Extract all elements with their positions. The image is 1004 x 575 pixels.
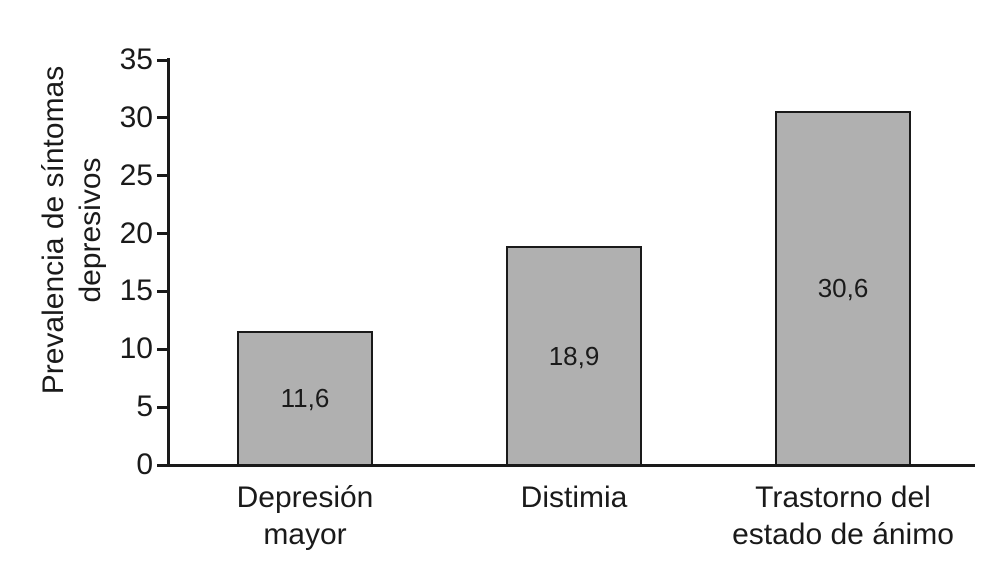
- y-axis-tick: [157, 116, 168, 120]
- x-axis-category-label: Depresión mayor: [236, 481, 374, 551]
- y-axis-tick: [157, 58, 168, 62]
- y-axis-tick-label: 20: [119, 216, 153, 250]
- y-axis-tick-label: 30: [119, 100, 153, 134]
- y-axis-tick-label: 5: [136, 390, 153, 424]
- y-axis-tick: [157, 289, 168, 293]
- bar-value-label: 30,6: [817, 273, 869, 304]
- bar-value-label: 18,9: [548, 341, 600, 372]
- bar: 11,6: [237, 330, 373, 467]
- y-axis-tick: [157, 232, 168, 236]
- y-axis-tick-label: 15: [119, 274, 153, 308]
- y-axis-tick: [157, 463, 168, 467]
- bar-value-label: 11,6: [280, 383, 330, 414]
- x-axis-category-label: Distimia: [520, 481, 628, 514]
- y-axis-tick-label: 10: [119, 332, 153, 366]
- x-axis-line: [167, 464, 975, 467]
- y-axis-tick-label: 35: [119, 43, 153, 76]
- y-axis-tick-label: 0: [136, 448, 153, 481]
- x-axis-category-label: Trastorno del estado de ánimo: [732, 481, 954, 551]
- y-axis-tick: [157, 174, 168, 178]
- bar: 18,9: [506, 246, 642, 467]
- y-axis-tick: [157, 347, 168, 351]
- y-axis-tick: [157, 405, 168, 409]
- bar: 30,6: [775, 110, 911, 467]
- y-axis-tick-label: 25: [119, 158, 153, 192]
- y-axis-line: [167, 58, 170, 467]
